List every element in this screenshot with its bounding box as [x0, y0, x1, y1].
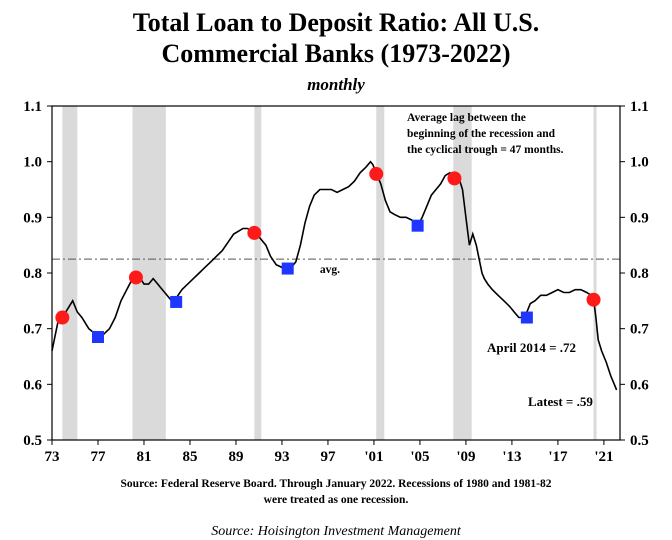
y-tick-label-right: 0.8 — [630, 266, 649, 282]
lag-note: Average lag between the beginning of the… — [407, 112, 564, 156]
peak-marker — [128, 270, 143, 285]
x-tick-label: 77 — [90, 449, 106, 465]
recession-band — [376, 106, 385, 440]
chart-title-line2: Commercial Banks (1973-2022) — [161, 39, 510, 68]
cycle-markers — [55, 166, 601, 344]
x-tick-label: 89 — [228, 449, 243, 465]
axes: 0.5 0.5 0.6 0.6 0.7 0.7 0.8 0.8 0.9 0.9 1.0 1.0 1.1 1… — [23, 99, 649, 465]
recession-band — [593, 106, 597, 440]
x-tick-label: '05 — [410, 449, 429, 465]
x-tick-label: '17 — [548, 449, 568, 465]
y-tick-label-right: 0.7 — [630, 322, 649, 338]
series-line — [51, 160, 618, 391]
y-tick-label-left: 0.7 — [23, 322, 42, 338]
footer-source: Source: Hoisington Investment Management — [211, 524, 462, 539]
peak-marker — [586, 292, 601, 307]
trough-marker — [281, 262, 294, 275]
lag-note-line3: the cyclical trough = 47 months. — [407, 144, 564, 156]
y-tick-label-right: 0.5 — [630, 433, 649, 449]
y-tick-label-left: 0.9 — [23, 210, 42, 226]
recession-band — [62, 106, 78, 440]
trough-marker — [520, 311, 533, 324]
recession-band — [254, 106, 262, 440]
x-tick-label: 81 — [136, 449, 151, 465]
y-tick-label-right: 0.6 — [630, 377, 649, 393]
source-note-line1: Source: Federal Reserve Board. Through J… — [121, 478, 552, 490]
peak-marker — [447, 171, 462, 186]
x-tick-label: '13 — [502, 449, 521, 465]
x-tick-label: '21 — [594, 449, 613, 465]
x-tick-label: '01 — [364, 449, 383, 465]
lag-note-line1: Average lag between the — [407, 112, 526, 124]
y-tick-label-left: 0.8 — [23, 266, 42, 282]
x-tick-label: 93 — [274, 449, 289, 465]
trough-marker — [170, 295, 183, 308]
lag-note-line2: beginning of the recession and — [407, 128, 556, 140]
recession-band — [453, 106, 472, 440]
latest-label: Latest = .59 — [528, 394, 593, 409]
y-tick-label-left: 0.6 — [23, 377, 42, 393]
y-tick-label-left: 0.5 — [23, 433, 42, 449]
chart-subtitle: monthly — [307, 75, 365, 94]
peak-marker — [369, 166, 384, 181]
y-tick-label-left: 1.1 — [23, 99, 42, 115]
peak-marker — [55, 310, 70, 325]
x-tick-label: 73 — [45, 449, 60, 465]
y-tick-label-right: 1.1 — [630, 99, 649, 115]
source-note-line2: were treated as one recession. — [264, 494, 409, 506]
trough-marker — [91, 331, 104, 344]
x-tick-label: '09 — [456, 449, 475, 465]
x-tick-label: 85 — [182, 449, 197, 465]
peak-marker — [247, 225, 262, 240]
april-2014-label: April 2014 = .72 — [487, 340, 576, 355]
y-tick-label-right: 0.9 — [630, 210, 649, 226]
chart-title-line1: Total Loan to Deposit Ratio: All U.S. — [133, 8, 539, 37]
y-tick-label-right: 1.0 — [630, 155, 649, 171]
trough-marker — [411, 219, 424, 232]
x-tick-label: 97 — [320, 449, 336, 465]
y-tick-label-left: 1.0 — [23, 155, 42, 171]
average-label: avg. — [320, 264, 340, 276]
